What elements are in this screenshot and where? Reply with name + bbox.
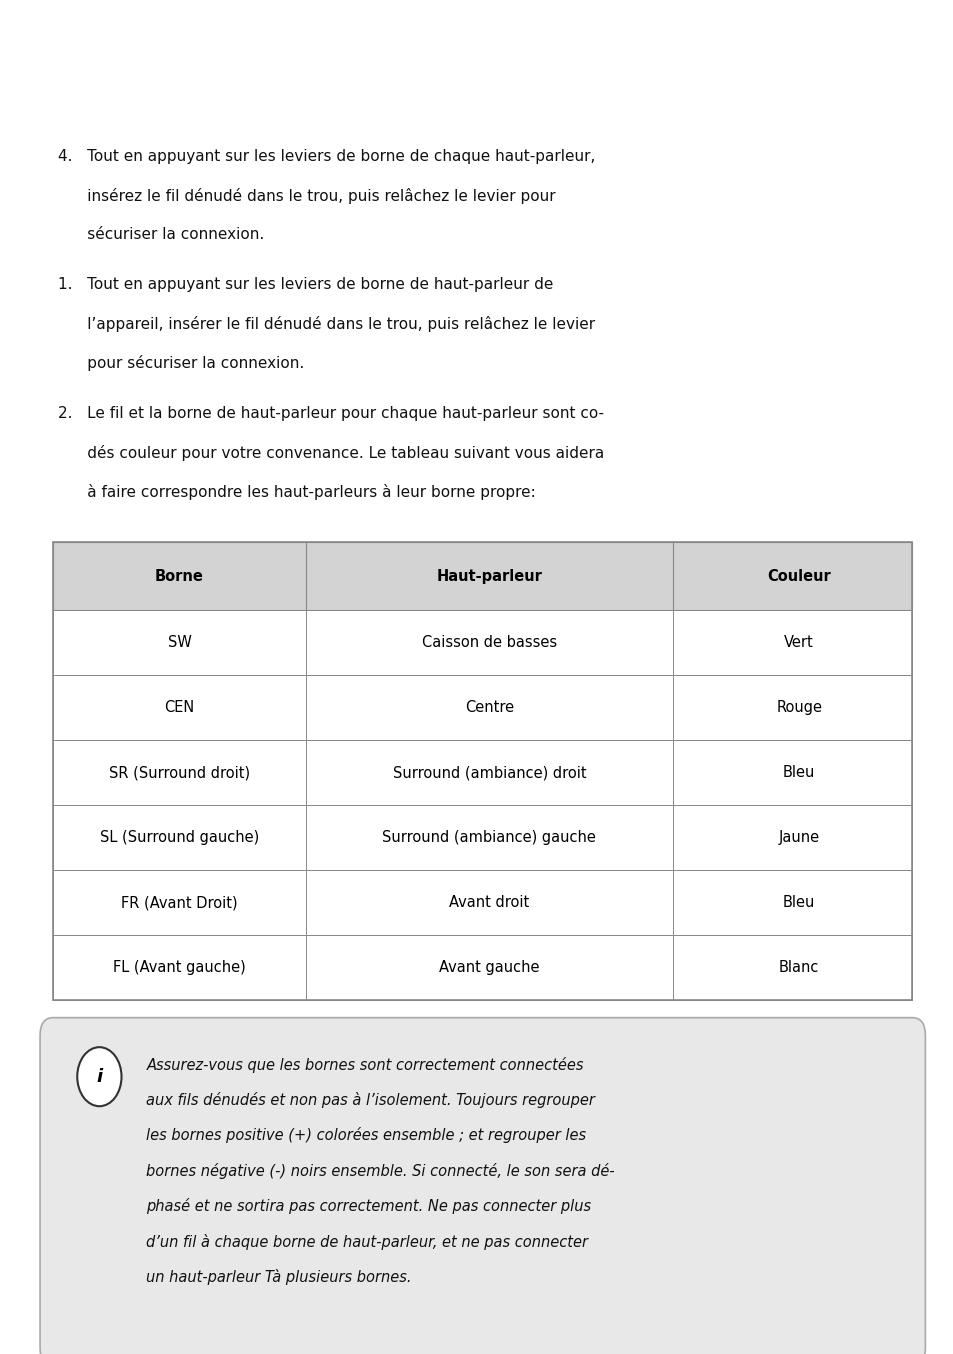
Text: SW: SW — [168, 635, 192, 650]
Text: aux fils dénudés et non pas à l’isolement. Toujours regrouper: aux fils dénudés et non pas à l’isolemen… — [146, 1093, 595, 1108]
Text: phasé et ne sortira pas correctement. Ne pas connecter plus: phasé et ne sortira pas correctement. Ne… — [146, 1198, 591, 1215]
Text: 4.   Tout en appuyant sur les leviers de borne de chaque haut-parleur,: 4. Tout en appuyant sur les leviers de b… — [58, 149, 595, 164]
Text: bornes négative (-) noirs ensemble. Si connecté, le son sera dé-: bornes négative (-) noirs ensemble. Si c… — [146, 1163, 615, 1179]
Text: Haut-parleur: Haut-parleur — [436, 569, 541, 584]
FancyBboxPatch shape — [53, 806, 911, 871]
FancyBboxPatch shape — [53, 676, 911, 741]
Text: Centre: Centre — [464, 700, 514, 715]
Text: Branchements: Branchements — [38, 57, 332, 91]
FancyBboxPatch shape — [53, 936, 911, 1001]
FancyBboxPatch shape — [53, 542, 911, 611]
FancyBboxPatch shape — [40, 1018, 924, 1354]
Text: 2.   Le fil et la borne de haut-parleur pour chaque haut-parleur sont co-: 2. Le fil et la borne de haut-parleur po… — [58, 406, 603, 421]
Text: Bleu: Bleu — [782, 765, 815, 780]
Text: sécuriser la connexion.: sécuriser la connexion. — [58, 226, 264, 241]
Circle shape — [77, 1047, 121, 1106]
Text: CEN: CEN — [164, 700, 194, 715]
Text: dés couleur pour votre convenance. Le tableau suivant vous aidera: dés couleur pour votre convenance. Le ta… — [58, 445, 603, 460]
Text: d’un fil à chaque borne de haut-parleur, et ne pas connecter: d’un fil à chaque borne de haut-parleur,… — [146, 1233, 588, 1250]
Text: pour sécuriser la connexion.: pour sécuriser la connexion. — [58, 355, 304, 371]
Text: Jaune: Jaune — [778, 830, 819, 845]
Text: un haut-parleur Tà plusieurs bornes.: un haut-parleur Tà plusieurs bornes. — [146, 1269, 412, 1285]
Text: SL (Surround gauche): SL (Surround gauche) — [100, 830, 259, 845]
Text: Blanc: Blanc — [779, 960, 819, 975]
Text: Surround (ambiance) gauche: Surround (ambiance) gauche — [382, 830, 596, 845]
Text: FL (Avant gauche): FL (Avant gauche) — [113, 960, 246, 975]
Text: Couleur: Couleur — [766, 569, 830, 584]
Text: Assurez-vous que les bornes sont correctement connectées: Assurez-vous que les bornes sont correct… — [146, 1056, 583, 1072]
Text: Caisson de basses: Caisson de basses — [421, 635, 557, 650]
Text: FR (Avant Droit): FR (Avant Droit) — [121, 895, 237, 910]
Text: i: i — [96, 1068, 102, 1086]
Text: 1.   Tout en appuyant sur les leviers de borne de haut-parleur de: 1. Tout en appuyant sur les leviers de b… — [58, 278, 553, 292]
Text: Avant gauche: Avant gauche — [438, 960, 539, 975]
FancyBboxPatch shape — [53, 871, 911, 936]
Text: à faire correspondre les haut-parleurs à leur borne propre:: à faire correspondre les haut-parleurs à… — [58, 483, 535, 500]
Text: Bleu: Bleu — [782, 895, 815, 910]
Text: Rouge: Rouge — [776, 700, 821, 715]
Text: Borne: Borne — [155, 569, 204, 584]
Text: Surround (ambiance) droit: Surround (ambiance) droit — [392, 765, 585, 780]
Text: Français: Français — [11, 720, 25, 769]
Text: les bornes positive (+) colorées ensemble ; et regrouper les: les bornes positive (+) colorées ensembl… — [146, 1128, 586, 1144]
Text: Avant droit: Avant droit — [449, 895, 529, 910]
Text: Vert: Vert — [783, 635, 813, 650]
Text: insérez le fil dénudé dans le trou, puis relâchez le levier pour: insérez le fil dénudé dans le trou, puis… — [58, 188, 555, 203]
FancyBboxPatch shape — [53, 741, 911, 806]
Text: l’appareil, insérer le fil dénudé dans le trou, puis relâchez le levier: l’appareil, insérer le fil dénudé dans l… — [58, 317, 595, 332]
FancyBboxPatch shape — [53, 611, 911, 676]
Text: SR (Surround droit): SR (Surround droit) — [109, 765, 250, 780]
